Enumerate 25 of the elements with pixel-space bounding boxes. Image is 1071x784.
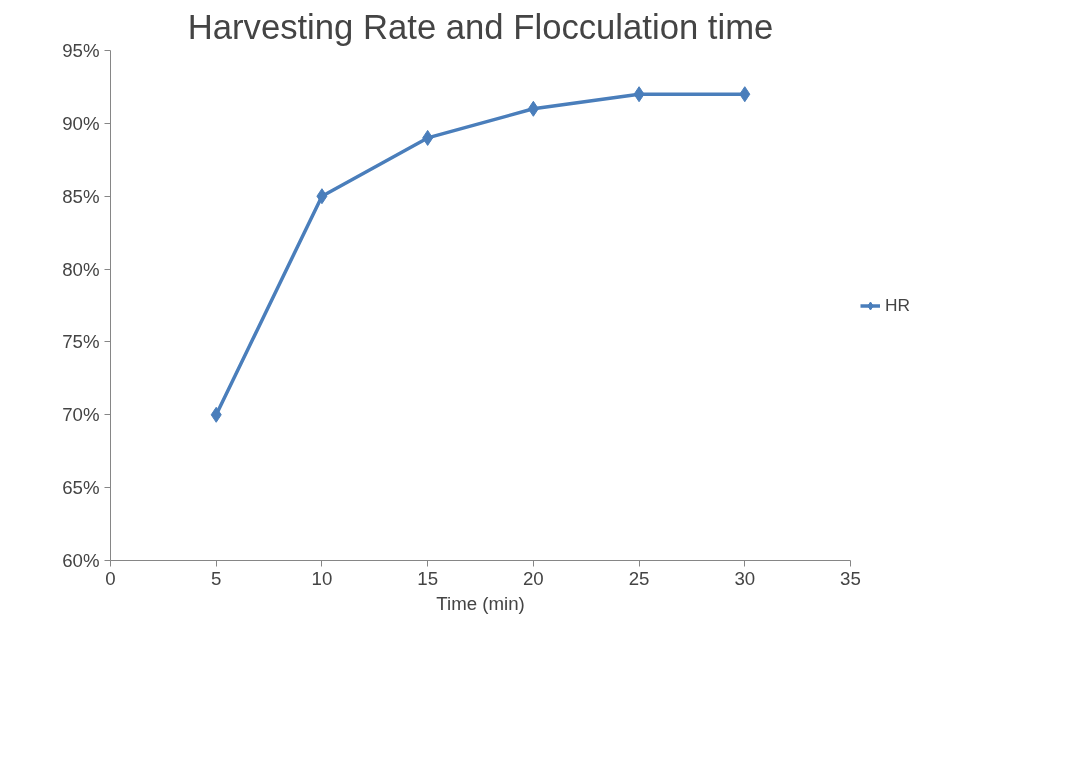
y-tick-label: 75%	[62, 331, 100, 353]
point	[527, 100, 539, 117]
point	[633, 86, 645, 103]
y-tick-label: 95%	[62, 40, 100, 61]
y-tick-label: 80%	[62, 258, 100, 280]
point	[739, 86, 751, 103]
x-tick-label: 10	[311, 567, 333, 589]
x-tick-label: 0	[105, 567, 116, 589]
x-tick-label: 15	[417, 567, 439, 589]
x-tick-label: 30	[734, 567, 756, 589]
point	[210, 406, 222, 423]
y-tick-label: 70%	[62, 404, 100, 426]
y-tick-label: 85%	[62, 185, 100, 207]
x-tick-label: 25	[628, 567, 650, 589]
y-tick-label: 60%	[62, 550, 100, 571]
legend-label: HR	[885, 294, 911, 316]
point	[316, 188, 328, 205]
x-tick-label: 20	[522, 567, 544, 589]
point	[422, 129, 434, 146]
y-tick-label: 65%	[62, 477, 100, 499]
y-tick-label: 90%	[62, 112, 100, 134]
x-tick-label: 35	[840, 567, 861, 589]
x-tick-label: 5	[211, 567, 222, 589]
x-axis-title: Time (min)	[436, 592, 525, 614]
chart-title: Harvesting Rate and Flocculation time	[187, 7, 774, 46]
